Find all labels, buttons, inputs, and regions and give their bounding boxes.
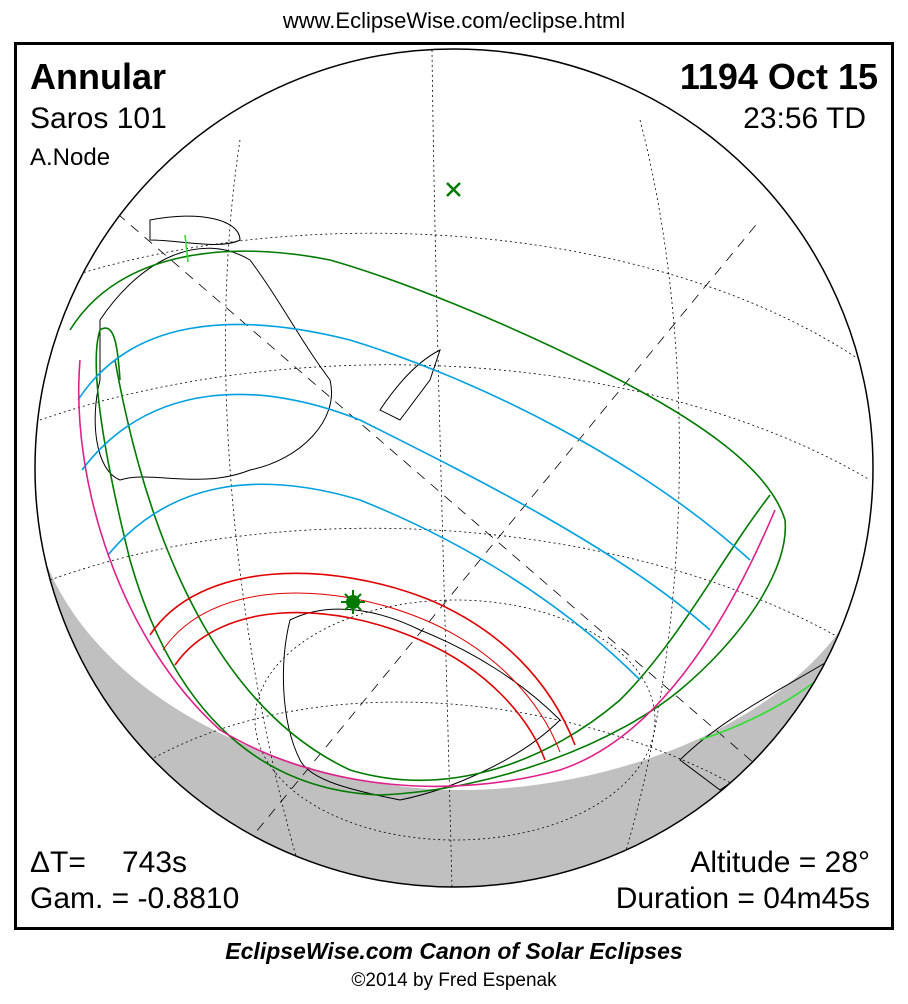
day-region — [35, 49, 873, 790]
axis-lines — [89, 189, 821, 887]
central-path-north — [149, 572, 576, 746]
greatest-eclipse-icon — [341, 590, 365, 614]
gamma: Gam. = -0.8810 — [30, 882, 240, 915]
magnitude-line-3 — [107, 483, 641, 681]
url-header: www.EclipseWise.com/eclipse.html — [282, 8, 626, 33]
eclipse-time: 23:56 TD — [743, 102, 866, 135]
globe-outline — [34, 48, 874, 888]
saros: Saros 101 — [30, 102, 167, 135]
magnitude-line-1 — [77, 323, 751, 561]
subsolar-point-icon — [446, 182, 461, 197]
map-frame — [14, 42, 894, 930]
rise-set-curve — [77, 359, 776, 788]
delta-t-value: 743s — [122, 846, 188, 879]
delta-t-label: ΔT= — [30, 846, 86, 879]
central-path-south — [174, 611, 546, 761]
eclipse-type: Annular — [30, 56, 167, 97]
central-path-center — [162, 592, 561, 753]
copyright: ©2014 by Fred Espenak — [351, 970, 557, 991]
canon-title: EclipseWise.com Canon of Solar Eclipses — [225, 938, 683, 964]
altitude: Altitude = 28° — [690, 846, 870, 879]
eclipse-date: 1194 Oct 15 — [679, 56, 878, 97]
magnitude-line-2 — [81, 393, 711, 631]
duration: Duration = 04m45s — [615, 882, 870, 915]
penumbra-north-limit — [69, 250, 787, 796]
node: A.Node — [30, 144, 111, 171]
penumbra-south-limit — [114, 359, 771, 781]
